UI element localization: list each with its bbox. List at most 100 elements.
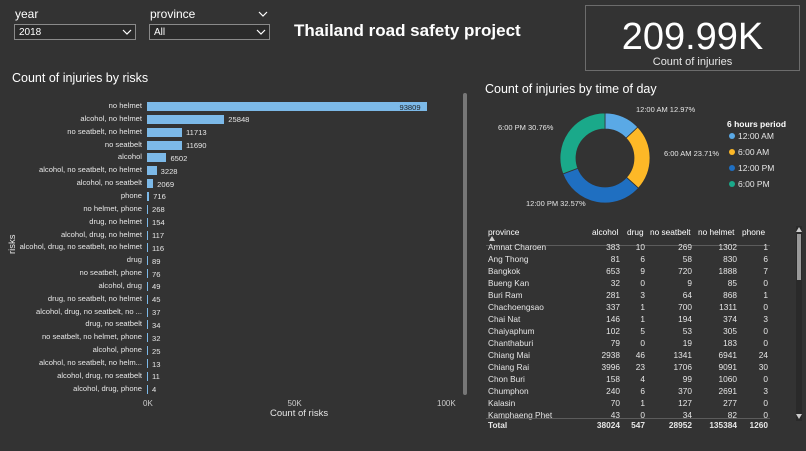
bar-value-label: 25848: [228, 115, 250, 125]
table-row[interactable]: Bueng Kan 32 0 9 85 0: [486, 277, 770, 289]
bar[interactable]: [147, 179, 154, 189]
bar-value-label: 49: [152, 282, 161, 292]
total-label: Total: [488, 420, 508, 430]
bar-chart-scrollbar[interactable]: [463, 93, 467, 395]
legend-label: 6:00 PM: [738, 179, 770, 189]
table-row[interactable]: Chai Nat 146 1 194 374 3: [486, 313, 770, 325]
table-row[interactable]: Chanthaburi 79 0 19 183 0: [486, 337, 770, 349]
cell-no-seatbelt: 9: [687, 278, 692, 288]
cell-province: Chaiyaphum: [488, 326, 535, 336]
cell-phone: 0: [763, 302, 768, 312]
column-header-no-seatbelt[interactable]: no seatbelt: [650, 227, 691, 237]
bar-value-label: 117: [152, 231, 165, 240]
table-row[interactable]: Chachoengsao 337 1 700 1311 0: [486, 301, 770, 313]
column-header-drug[interactable]: drug: [627, 227, 644, 237]
cell-province: Chumphon: [488, 386, 529, 396]
cell-alcohol: 158: [606, 374, 620, 384]
legend-item[interactable]: 6:00 AM: [729, 147, 769, 157]
province-collapse-chevron-icon[interactable]: [258, 10, 268, 18]
bar[interactable]: [147, 127, 183, 137]
kpi-label: Count of injuries: [652, 56, 733, 68]
x-axis-tick-label: 50K: [287, 399, 302, 408]
column-header-phone[interactable]: phone: [742, 227, 766, 237]
legend-label: 12:00 AM: [738, 131, 774, 141]
table-row[interactable]: Kamphaeng Phet 43 0 34 82 0: [486, 409, 770, 421]
donut-slice[interactable]: [559, 112, 606, 175]
bar[interactable]: [147, 102, 428, 111]
cell-drug: 1: [640, 398, 645, 408]
cell-alcohol: 240: [606, 386, 620, 396]
bar[interactable]: [147, 191, 150, 201]
total-drug: 547: [631, 420, 645, 430]
column-header-alcohol[interactable]: alcohol: [592, 227, 619, 237]
table-row[interactable]: Chumphon 240 6 370 2691 3: [486, 385, 770, 397]
bar-value-label: 11690: [185, 141, 207, 151]
bar[interactable]: [147, 243, 148, 253]
legend-item[interactable]: 6:00 PM: [729, 179, 770, 189]
bar[interactable]: [147, 384, 148, 394]
bar[interactable]: [147, 204, 148, 214]
bar-value-label: 25: [152, 346, 161, 356]
bar[interactable]: [147, 153, 167, 163]
legend-item[interactable]: 12:00 AM: [729, 131, 774, 141]
cell-province: Chanthaburi: [488, 338, 534, 348]
table-scrollbar[interactable]: [796, 226, 802, 421]
bar[interactable]: [147, 294, 148, 304]
bar[interactable]: [147, 320, 148, 330]
bar[interactable]: [147, 307, 148, 317]
bar-value-label: 4: [152, 385, 157, 395]
cell-alcohol: 281: [606, 290, 620, 300]
bar[interactable]: [147, 217, 148, 227]
bar[interactable]: [147, 371, 148, 381]
bar[interactable]: [147, 359, 148, 368]
bar[interactable]: [147, 140, 182, 150]
column-header-no-helmet[interactable]: no helmet: [698, 227, 735, 237]
bar[interactable]: [147, 114, 225, 124]
table-row[interactable]: Bangkok 653 9 720 1888 7: [486, 265, 770, 277]
cell-province: Chachoengsao: [488, 302, 544, 312]
table-row[interactable]: Kalasin 70 1 127 277 0: [486, 397, 770, 409]
donut-slice[interactable]: [625, 126, 651, 189]
legend-item[interactable]: 12:00 PM: [729, 163, 774, 173]
scroll-down-icon[interactable]: [796, 414, 802, 419]
table-row[interactable]: Buri Ram 281 3 64 868 1: [486, 289, 770, 301]
column-header-province[interactable]: province: [488, 227, 520, 237]
total-phone: 1260: [749, 420, 768, 430]
legend-dot-icon: [729, 165, 735, 171]
donut-slice[interactable]: [562, 167, 639, 204]
cell-phone: 3: [763, 314, 768, 324]
scroll-up-icon[interactable]: [796, 227, 802, 232]
year-dropdown[interactable]: 2018: [14, 24, 136, 40]
table-row[interactable]: Chon Buri 158 4 99 1060 0: [486, 373, 770, 385]
cell-no-seatbelt: 64: [682, 290, 692, 300]
bar-category-label: no seatbelt, no helmet, phone: [41, 332, 142, 342]
table-row[interactable]: Amnat Charoen 383 10 269 1302 1: [486, 241, 770, 253]
bar-value-label: 13: [152, 359, 161, 369]
cell-phone: 0: [763, 410, 768, 420]
cell-drug: 23: [635, 362, 645, 372]
bar-value-label: 268: [152, 205, 165, 215]
bar[interactable]: [147, 281, 148, 291]
cell-no-helmet: 6941: [718, 350, 737, 360]
bar[interactable]: [147, 230, 148, 240]
cell-alcohol: 337: [606, 302, 620, 312]
bar[interactable]: [147, 166, 157, 176]
bar[interactable]: [147, 346, 148, 356]
cell-no-seatbelt: 99: [682, 374, 692, 384]
cell-drug: 6: [640, 254, 645, 264]
bar[interactable]: [147, 333, 148, 343]
kpi-value: 209.99K: [621, 16, 764, 58]
table-row[interactable]: Chaiyaphum 102 5 53 305 0: [486, 325, 770, 337]
table-row[interactable]: Ang Thong 81 6 58 830 6: [486, 253, 770, 265]
bar[interactable]: [147, 269, 148, 279]
cell-no-seatbelt: 19: [682, 338, 692, 348]
cell-no-helmet: 830: [723, 254, 737, 264]
cell-drug: 46: [635, 350, 645, 360]
province-dropdown[interactable]: All: [149, 24, 270, 40]
bar-category-label: alcohol: [117, 152, 142, 162]
table-row[interactable]: Chiang Rai 3996 23 1706 9091 30: [486, 361, 770, 373]
table-scroll-thumb[interactable]: [797, 234, 801, 280]
province-selected-value: All: [154, 27, 166, 38]
bar[interactable]: [147, 256, 148, 266]
table-row[interactable]: Chiang Mai 2938 46 1341 6941 24: [486, 349, 770, 361]
